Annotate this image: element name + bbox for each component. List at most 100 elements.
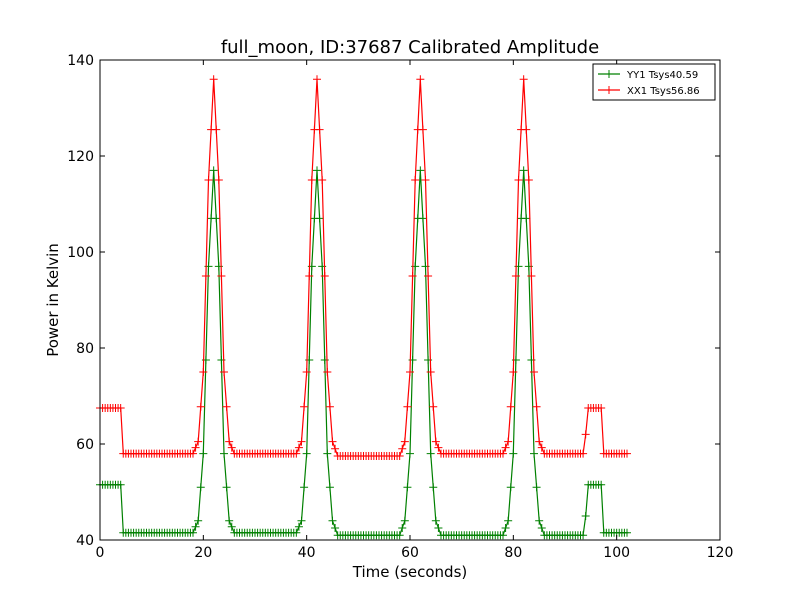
data-point (411, 176, 420, 184)
data-point (318, 176, 327, 184)
data-point (214, 176, 223, 184)
data-point (116, 404, 125, 412)
data-point (581, 430, 590, 439)
data-point (222, 483, 231, 492)
y-tick-label: 140 (67, 53, 94, 69)
series-line-1 (100, 79, 627, 457)
data-point (220, 449, 228, 458)
data-point (522, 125, 531, 134)
x-tick-label: 80 (504, 545, 522, 561)
data-point (524, 176, 533, 184)
data-point (532, 483, 541, 492)
data-point (225, 516, 234, 525)
data-point (431, 516, 440, 525)
data-point (579, 449, 588, 458)
data-point (535, 437, 544, 446)
data-point (395, 452, 404, 460)
legend-item-1: XX1 Tsys56.86 (598, 86, 700, 97)
data-point (201, 272, 210, 280)
data-point (204, 176, 213, 184)
data-point (511, 272, 520, 280)
data-point (196, 402, 205, 411)
data-point (302, 449, 311, 458)
data-point (418, 214, 427, 223)
data-point (315, 125, 324, 134)
data-point (300, 402, 309, 411)
data-point (403, 402, 412, 411)
data-point (426, 368, 435, 376)
data-point (506, 402, 515, 411)
data-point (623, 528, 631, 537)
data-point (424, 272, 433, 280)
data-point (434, 443, 443, 452)
plot-area (96, 75, 631, 540)
x-tick-label: 0 (96, 545, 105, 561)
data-point (429, 483, 438, 492)
data-point (421, 176, 430, 184)
data-point (429, 402, 438, 411)
data-point (504, 516, 513, 525)
data-point (499, 531, 507, 540)
data-point (199, 449, 208, 458)
data-point (212, 125, 221, 134)
data-point (209, 75, 218, 84)
data-point (294, 522, 303, 531)
data-point (331, 444, 340, 453)
data-point (519, 166, 528, 175)
data-point (196, 483, 205, 492)
data-point (199, 368, 208, 376)
data-point (398, 444, 407, 453)
data-point (403, 483, 412, 492)
data-point (509, 449, 518, 458)
data-point (191, 522, 200, 531)
data-point (302, 368, 311, 376)
data-point (416, 75, 425, 84)
data-point (519, 75, 528, 84)
series-line-0 (100, 170, 627, 536)
data-point (331, 524, 340, 532)
x-axis-label: Time (seconds) (352, 563, 468, 581)
y-tick-label: 80 (76, 341, 94, 357)
data-point (501, 524, 510, 532)
data-point (406, 368, 414, 376)
data-point (194, 516, 203, 525)
data-point (522, 214, 531, 223)
y-tick-label: 40 (76, 533, 94, 549)
data-point (506, 483, 515, 492)
x-tick-label: 100 (603, 545, 630, 561)
plot-frame (99, 59, 721, 541)
data-point (297, 516, 306, 525)
data-point (581, 512, 590, 520)
data-point (514, 176, 523, 184)
data-point (189, 528, 197, 537)
data-point (597, 404, 606, 412)
legend: YY1 Tsys40.59 XX1 Tsys56.86 (592, 63, 716, 101)
data-point (532, 402, 541, 411)
legend-label: YY1 Tsys40.59 (626, 70, 698, 81)
chart-title: full_moon, ID:37687 Calibrated Amplitude (221, 37, 599, 58)
data-point (431, 437, 440, 446)
data-point (537, 524, 546, 532)
data-point (400, 516, 409, 525)
data-point (597, 480, 606, 489)
data-point (501, 443, 510, 452)
data-point (535, 516, 544, 525)
data-point (220, 368, 228, 376)
y-tick-label: 100 (67, 245, 94, 261)
data-point (509, 368, 518, 376)
data-point (292, 528, 301, 537)
data-point (328, 516, 337, 525)
data-point (209, 166, 218, 175)
data-point (325, 483, 334, 492)
data-point (530, 449, 538, 458)
data-point (313, 75, 321, 84)
data-point (307, 176, 316, 184)
data-point (426, 449, 435, 458)
legend-item-0: YY1 Tsys40.59 (598, 70, 698, 81)
series-1 (96, 75, 631, 460)
data-point (499, 449, 507, 458)
data-point (222, 402, 231, 411)
data-point (297, 437, 306, 446)
data-point (313, 166, 321, 175)
